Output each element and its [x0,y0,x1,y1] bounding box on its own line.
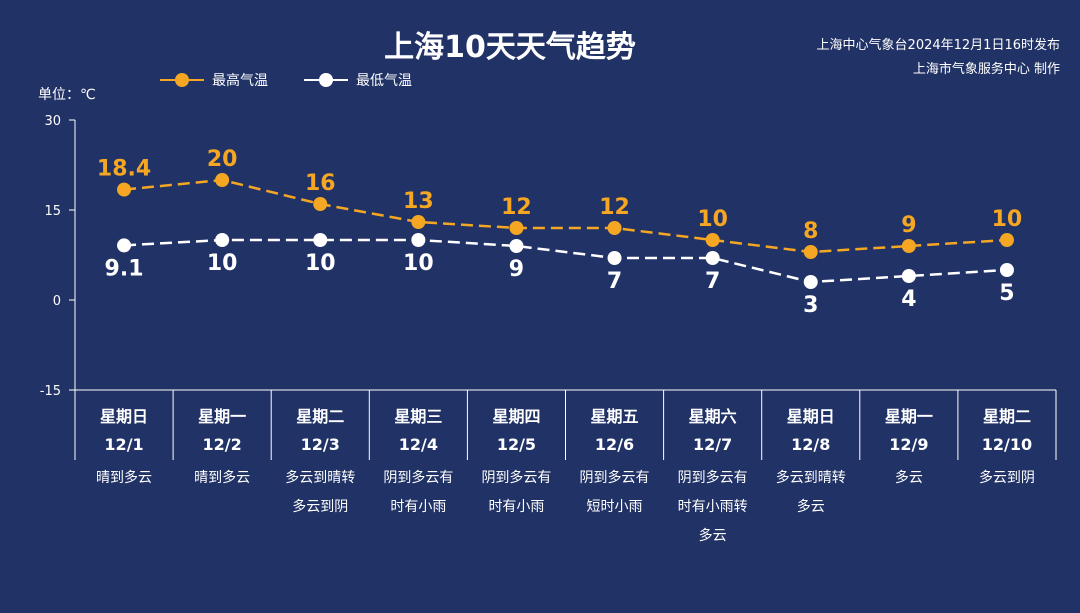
date-label: 12/4 [399,435,438,454]
weather-text: 晴到多云 [96,469,152,486]
high-temp-value-label: 20 [207,147,238,172]
y-tick-label: 30 [44,114,61,129]
weekday-label: 星期三 [394,407,442,426]
high-temp-point [705,233,720,247]
low-temp-value-label: 10 [305,251,336,276]
high-temp-point [117,182,132,197]
high-temp-point [901,239,916,253]
weather-text: 多云到晴转 [776,469,846,486]
high-temp-point [313,197,328,211]
low-temp-value-label: 7 [607,269,622,294]
date-label: 12/10 [982,435,1032,454]
low-temp-point [901,269,916,283]
weather-text: 多云到阴 [292,498,348,515]
weekday-label: 星期五 [591,407,639,426]
low-temp-value-label: 3 [803,293,818,318]
high-temp-point [215,173,230,187]
chart-title: 上海10天天气趋势 [384,30,636,65]
weekday-label: 星期日 [100,407,148,426]
high-temp-value-label: 16 [305,171,336,196]
legend-low-label: 最低气温 [356,73,412,89]
weekday-label: 星期一 [885,407,933,426]
weather-text: 多云 [895,469,923,486]
weather-text: 多云到晴转 [285,469,355,486]
legend-item-high[interactable]: 最高气温 [160,70,268,90]
y-tick-label: -15 [40,384,61,399]
legend: 最高气温 最低气温 [160,70,448,90]
high-temp-point [509,221,524,235]
weekday-label: 星期六 [689,407,737,426]
weather-text: 短时小雨 [587,499,643,515]
legend-high-label: 最高气温 [212,73,268,89]
high-temp-point [607,221,622,235]
date-label: 12/3 [301,435,340,454]
legend-high-marker-icon [160,73,204,87]
date-label: 12/5 [497,435,536,454]
legend-low-marker-icon [304,73,348,87]
publisher-info: 上海中心气象台2024年12月1日16时发布 上海市气象服务中心 制作 [817,34,1060,82]
weather-text: 时有小雨 [390,499,446,515]
high-temp-value-label: 10 [697,207,728,232]
weekday-label: 星期一 [198,407,246,426]
low-temp-value-label: 5 [999,281,1014,306]
weather-text: 阴到多云有 [481,469,551,486]
date-label: 12/7 [693,435,732,454]
high-temp-value-label: 13 [403,189,434,214]
low-temp-value-label: 7 [705,269,720,294]
low-temp-point [705,251,720,265]
weekday-label: 星期二 [296,407,344,426]
y-tick-label: 15 [44,204,61,219]
low-temp-point [803,275,818,289]
date-label: 12/1 [104,435,143,454]
low-temp-value-label: 4 [901,287,916,312]
low-temp-value-label: 10 [403,251,434,276]
high-temp-point [411,215,426,229]
low-temp-line [123,238,1008,284]
y-tick-label: 0 [53,294,61,309]
weather-text: 阴到多云有 [580,469,650,486]
low-temp-point [117,238,132,253]
low-temp-value-label: 10 [207,251,238,276]
publisher-line-2: 上海市气象服务中心 制作 [912,62,1060,77]
low-temp-point [509,239,524,253]
low-temp-point [607,251,622,265]
weather-text: 阴到多云有 [678,469,748,486]
legend-item-low[interactable]: 最低气温 [304,70,412,90]
high-temp-value-label: 18.4 [97,157,151,182]
high-temp-point [803,245,818,259]
weather-text: 晴到多云 [194,469,250,486]
high-temp-value-label: 8 [803,219,818,244]
low-temp-point [313,233,328,247]
date-label: 12/2 [203,435,242,454]
weekday-label: 星期日 [787,407,835,426]
publisher-line-1: 上海中心气象台2024年12月1日16时发布 [816,38,1060,53]
high-temp-value-label: 9 [901,213,916,238]
weather-text: 多云 [797,498,825,515]
high-temp-line [123,178,1008,254]
weekday-label: 星期二 [983,407,1031,426]
high-temp-point [999,233,1014,247]
high-temp-value-label: 10 [992,207,1023,232]
low-temp-value-label: 9.1 [105,256,144,281]
date-label: 12/6 [595,435,634,454]
weather-text: 多云 [699,527,727,544]
high-temp-value-label: 12 [599,195,630,220]
date-label: 12/8 [791,435,830,454]
low-temp-point [999,263,1014,277]
weather-text: 时有小雨 [488,499,544,515]
date-label: 12/9 [889,435,928,454]
low-temp-point [411,233,426,247]
low-temp-point [215,233,230,247]
weather-text: 阴到多云有 [383,469,453,486]
weather-text: 时有小雨转 [678,499,748,515]
weather-text: 多云到阴 [979,469,1035,486]
unit-label: 单位：℃ [38,87,96,103]
low-temp-value-label: 9 [509,257,524,282]
high-temp-value-label: 12 [501,195,532,220]
weekday-label: 星期四 [492,407,540,426]
